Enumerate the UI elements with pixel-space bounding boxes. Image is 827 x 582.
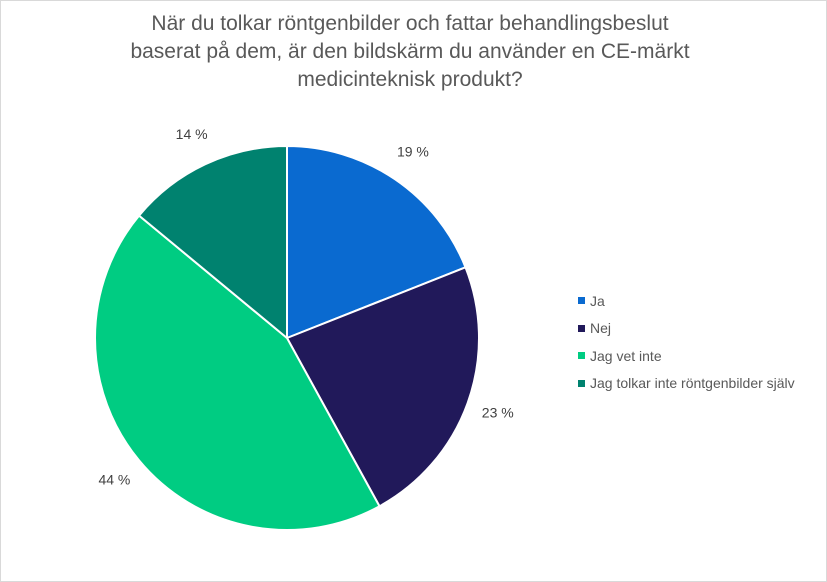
title-line: baserat på dem, är den bildskärm du anvä… <box>130 40 690 63</box>
pie-slice <box>286 144 467 340</box>
pie-slice <box>94 214 381 531</box>
legend-label: Nej <box>590 320 612 337</box>
legend-item-ja: Ja <box>578 287 795 315</box>
data-label: 23 % <box>482 405 514 421</box>
legend-swatch <box>578 379 585 387</box>
data-label: 19 % <box>397 143 429 159</box>
legend-label: Ja <box>590 292 605 309</box>
legend-item-vet-inte: Jag vet inte <box>578 342 795 370</box>
legend-swatch <box>578 324 585 332</box>
chart-title: När du tolkar röntgenbilder och fattar b… <box>80 10 740 94</box>
title-line: medicinteknisk produkt? <box>297 68 523 91</box>
legend-label: Jag vet inte <box>590 347 662 364</box>
legend: Ja Nej Jag vet inte Jag tolkar inte rönt… <box>578 287 795 397</box>
legend-swatch <box>578 352 585 360</box>
title-line: När du tolkar röntgenbilder och fattar b… <box>151 12 669 35</box>
pie-slice <box>285 266 480 508</box>
pie-slice <box>137 144 288 341</box>
legend-item-tolkar-inte: Jag tolkar inte röntgenbilder själv <box>578 370 795 398</box>
data-label: 44 % <box>98 471 130 487</box>
legend-label: Jag tolkar inte röntgenbilder själv <box>590 375 795 392</box>
data-label: 14 % <box>176 126 208 142</box>
legend-swatch <box>578 297 585 305</box>
legend-item-nej: Nej <box>578 315 795 343</box>
